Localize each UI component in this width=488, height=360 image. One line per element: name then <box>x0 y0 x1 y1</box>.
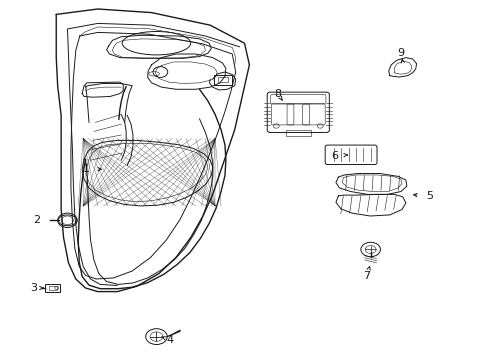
Bar <box>49 286 57 290</box>
Bar <box>214 75 231 85</box>
Text: 9: 9 <box>397 48 404 58</box>
Text: 8: 8 <box>274 89 281 99</box>
Bar <box>285 130 310 136</box>
Text: 7: 7 <box>363 271 369 282</box>
Text: 2: 2 <box>33 215 40 225</box>
Bar <box>45 284 60 292</box>
Text: 4: 4 <box>166 335 173 345</box>
Text: 3: 3 <box>30 283 37 293</box>
Text: 6: 6 <box>331 150 338 161</box>
Bar <box>218 77 227 82</box>
Text: 1: 1 <box>83 164 90 174</box>
Text: 5: 5 <box>425 191 432 201</box>
